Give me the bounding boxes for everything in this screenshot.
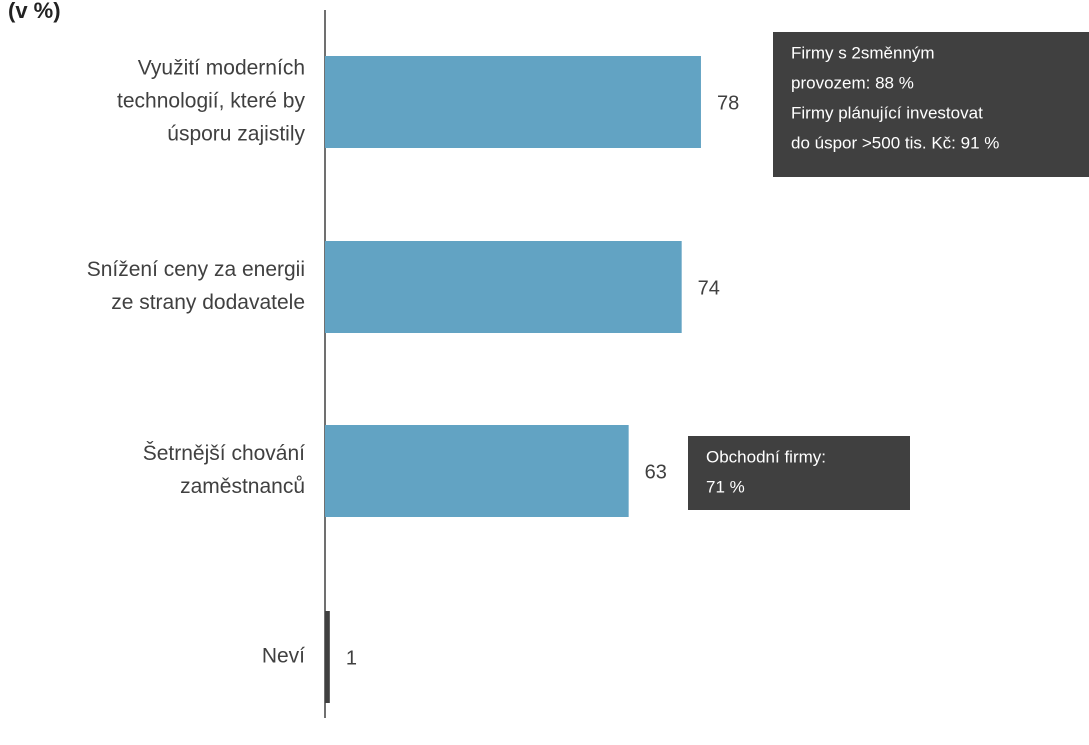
category-label: Šetrnější chování — [143, 442, 305, 465]
category-label: technologií, které by — [117, 90, 305, 113]
value-label: 74 — [698, 277, 720, 299]
annotation-box — [688, 436, 910, 510]
value-label: 1 — [346, 647, 357, 669]
annotation-text: 71 % — [706, 477, 745, 496]
annotation-text: Obchodní firmy: — [706, 447, 826, 466]
category-label: zaměstnanců — [180, 475, 305, 498]
category-label: ze strany dodavatele — [111, 291, 305, 314]
category-label: Snížení ceny za energii — [87, 258, 305, 281]
category-label: úsporu zajistily — [167, 123, 305, 146]
category-label: Neví — [262, 645, 305, 668]
bar — [325, 56, 701, 148]
annotation-text: Firmy plánující investovat — [791, 103, 983, 122]
annotation-text: provozem: 88 % — [791, 73, 914, 92]
annotation-text: do úspor >500 tis. Kč: 91 % — [791, 133, 999, 152]
annotation-box — [773, 32, 1089, 177]
bar — [325, 425, 629, 517]
category-label: Využití moderních — [138, 57, 305, 80]
value-label: 63 — [645, 461, 667, 483]
chart-title: (v %) — [8, 0, 61, 23]
value-label: 78 — [717, 92, 739, 114]
annotation-text: Firmy s 2směnným — [791, 43, 935, 62]
bar — [325, 241, 682, 333]
bar — [325, 611, 330, 703]
